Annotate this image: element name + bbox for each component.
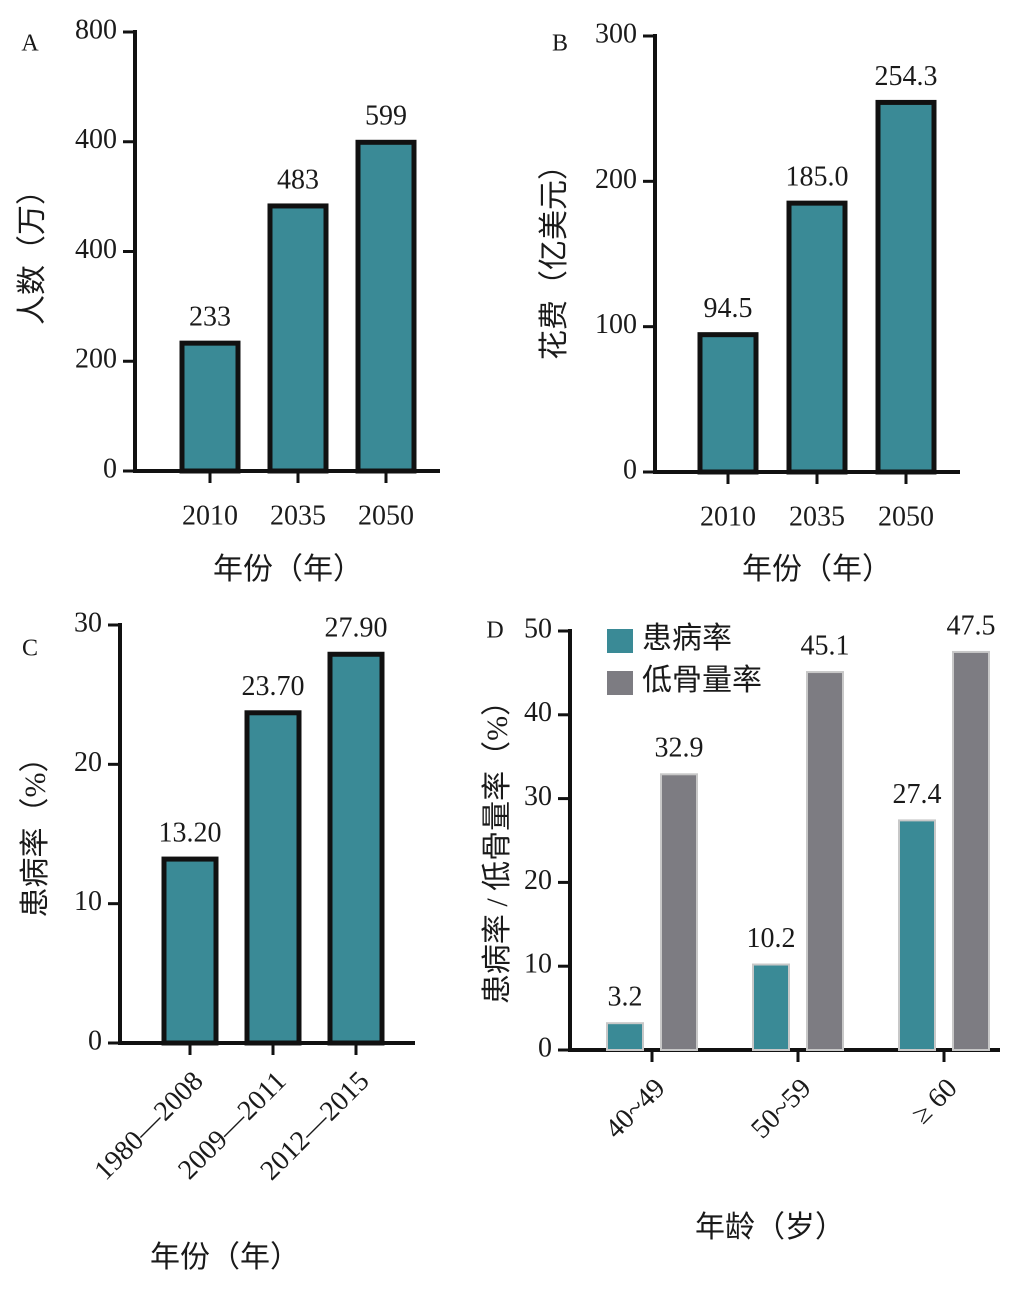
y-axis-title: 花费（亿美元） <box>538 150 571 360</box>
bar <box>875 99 937 475</box>
x-tick-label: 2035 <box>270 500 326 531</box>
data-label: 47.5 <box>947 610 996 641</box>
y-tick-label: 800 <box>75 14 117 45</box>
bar <box>752 963 790 1051</box>
bar <box>697 332 759 475</box>
bar <box>327 651 385 1046</box>
panel-letter: B <box>552 31 568 57</box>
legend-swatch <box>607 629 633 653</box>
y-tick-label: 20 <box>74 747 102 778</box>
bar <box>786 200 848 475</box>
data-label: 3.2 <box>608 982 643 1013</box>
x-axis-title: 年份（年） <box>742 553 892 586</box>
bar <box>606 1022 644 1052</box>
panel-letter: A <box>21 31 39 57</box>
bar <box>660 773 698 1051</box>
data-label: 233 <box>189 302 231 333</box>
x-tick-label: 40~49 <box>599 1073 671 1145</box>
x-axis-title: 年份（年） <box>150 1241 300 1274</box>
y-tick-label: 200 <box>75 344 117 375</box>
bar <box>355 139 417 474</box>
x-tick-label: ≥ 60 <box>906 1073 964 1131</box>
data-label: 185.0 <box>786 162 849 193</box>
bar <box>161 856 219 1046</box>
data-label: 13.20 <box>159 818 222 849</box>
y-tick-label: 100 <box>595 309 637 340</box>
y-tick-label: 0 <box>623 454 637 485</box>
y-tick-label: 0 <box>103 453 117 484</box>
legend-label: 患病率 <box>642 622 732 655</box>
x-tick-label: 2050 <box>878 501 934 532</box>
data-label: 10.2 <box>747 923 796 954</box>
x-axis-title: 年龄（岁） <box>695 1211 845 1244</box>
y-tick-label: 20 <box>524 865 552 896</box>
data-label: 27.90 <box>325 613 388 644</box>
y-axis-title: 患病率（%） <box>19 743 52 918</box>
bar <box>244 710 302 1046</box>
y-tick-label: 10 <box>524 949 552 980</box>
data-label: 45.1 <box>801 630 850 661</box>
data-label: 23.70 <box>242 671 305 702</box>
bar <box>179 340 241 474</box>
x-tick-label: 2010 <box>700 501 756 532</box>
data-label: 32.9 <box>655 733 704 764</box>
y-tick-label: 400 <box>75 234 117 265</box>
legend-label: 低骨量率 <box>642 664 762 697</box>
legend-swatch <box>607 671 633 695</box>
x-tick-label: 2035 <box>789 501 845 532</box>
y-axis-title: 人数（万） <box>16 175 49 325</box>
y-tick-label: 30 <box>524 781 552 812</box>
data-label: 599 <box>365 101 407 132</box>
bar <box>898 819 936 1051</box>
y-tick-label: 50 <box>524 613 552 644</box>
panel-letter: C <box>22 636 38 662</box>
x-tick-label: 2050 <box>358 500 414 531</box>
y-tick-label: 300 <box>595 18 637 49</box>
y-tick-label: 400 <box>75 124 117 155</box>
x-axis-title: 年份（年） <box>213 553 363 586</box>
y-axis-title: 患病率 / 低骨量率（%） <box>481 686 514 1004</box>
bar <box>267 203 329 474</box>
bar <box>806 671 844 1051</box>
bar <box>952 650 990 1051</box>
y-tick-label: 40 <box>524 697 552 728</box>
data-label: 254.3 <box>875 61 938 92</box>
data-label: 94.5 <box>704 293 753 324</box>
data-label: 483 <box>277 164 319 195</box>
x-tick-label: 50~59 <box>745 1073 817 1145</box>
y-tick-label: 10 <box>74 886 102 917</box>
y-tick-label: 0 <box>88 1025 102 1056</box>
data-label: 27.4 <box>893 779 942 810</box>
panel-letter: D <box>486 618 503 644</box>
y-tick-label: 200 <box>595 164 637 195</box>
y-tick-label: 0 <box>538 1032 552 1063</box>
y-tick-label: 30 <box>74 607 102 638</box>
x-tick-label: 2010 <box>182 500 238 531</box>
